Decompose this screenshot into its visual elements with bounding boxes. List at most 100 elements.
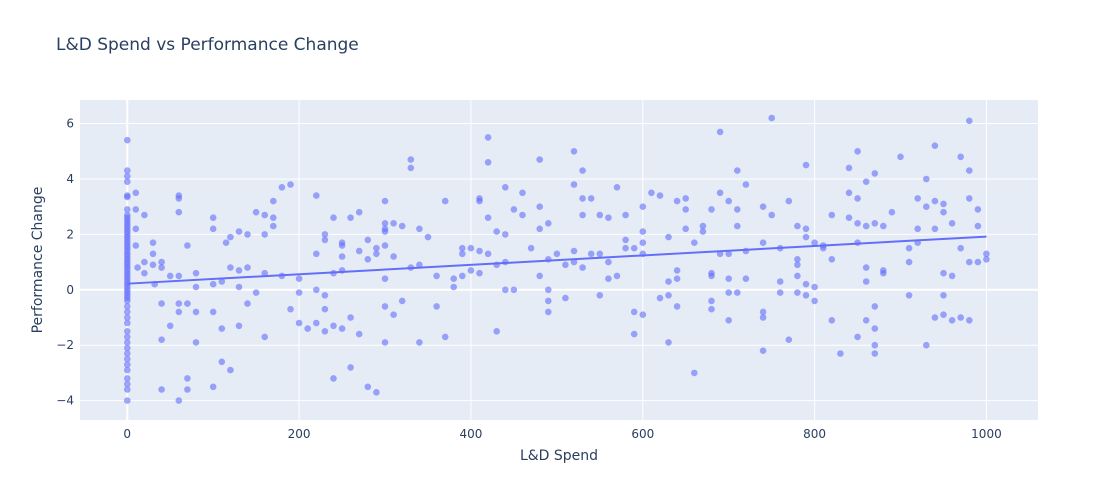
data-point <box>313 192 320 199</box>
data-point <box>673 197 681 205</box>
data-point <box>768 114 775 122</box>
data-point <box>854 333 861 341</box>
data-point <box>261 269 269 277</box>
data-point <box>270 197 277 205</box>
data-point <box>966 195 973 202</box>
data-point <box>897 153 904 161</box>
data-point <box>828 211 836 219</box>
data-point <box>295 275 303 283</box>
data-point <box>871 350 879 357</box>
data-point <box>338 253 346 260</box>
data-point <box>459 272 466 280</box>
data-point <box>974 206 982 213</box>
data-point <box>355 247 363 255</box>
data-point <box>966 258 973 266</box>
data-point <box>476 247 483 255</box>
data-point <box>166 272 174 280</box>
data-point <box>441 197 449 205</box>
y-tick-label: 6 <box>66 117 74 131</box>
chart-title: L&D Spend vs Performance Change <box>56 35 359 55</box>
data-point <box>553 250 561 258</box>
data-point <box>957 314 964 321</box>
data-point <box>605 214 612 221</box>
data-point <box>862 317 870 324</box>
data-point <box>974 222 982 230</box>
data-point <box>562 294 569 302</box>
data-point <box>321 328 329 335</box>
data-point <box>656 294 664 302</box>
data-point <box>708 272 715 280</box>
data-point <box>209 383 217 391</box>
data-point <box>510 206 518 213</box>
data-point <box>734 206 741 213</box>
data-point <box>974 258 982 266</box>
data-point <box>175 272 183 280</box>
data-point <box>871 170 879 177</box>
data-point <box>776 278 784 285</box>
data-point <box>682 206 689 213</box>
data-point <box>364 255 372 263</box>
data-point <box>811 239 818 246</box>
data-point <box>854 148 861 155</box>
data-point <box>132 225 140 233</box>
data-point <box>983 255 990 263</box>
data-point <box>725 275 732 283</box>
data-point <box>502 258 509 266</box>
data-point <box>931 225 939 233</box>
data-point <box>562 261 569 269</box>
y-tick-labels: −4 −2 0 2 4 6 <box>56 117 74 408</box>
data-point <box>811 283 818 291</box>
x-tick-label: 0 <box>123 427 131 441</box>
data-point <box>570 148 578 155</box>
data-point <box>313 319 320 327</box>
data-point <box>278 272 286 280</box>
data-point <box>175 208 183 216</box>
data-point <box>295 289 303 296</box>
x-tick-label: 400 <box>459 427 482 441</box>
data-point <box>862 278 870 285</box>
data-point <box>837 350 844 357</box>
data-point <box>484 250 492 258</box>
data-point <box>759 308 767 316</box>
data-point <box>270 222 277 230</box>
data-point <box>596 292 604 299</box>
data-point <box>545 220 552 227</box>
data-point <box>545 255 552 263</box>
data-point <box>699 222 707 230</box>
data-point <box>914 225 921 233</box>
x-tick-label: 800 <box>803 427 826 441</box>
data-point <box>708 305 715 313</box>
data-point <box>888 208 896 216</box>
x-tick-labels: 0 200 400 600 800 1000 <box>123 427 1001 441</box>
data-point <box>373 389 380 396</box>
data-point <box>940 311 947 319</box>
data-point <box>742 275 750 283</box>
data-point <box>596 211 604 219</box>
data-point <box>235 267 243 274</box>
data-point <box>716 250 724 258</box>
data-point <box>502 286 509 294</box>
data-point <box>381 220 389 227</box>
data-point <box>321 231 329 238</box>
data-point <box>124 361 131 368</box>
data-point <box>923 175 930 183</box>
data-point <box>493 228 501 235</box>
y-tick-label: 4 <box>66 172 74 186</box>
data-point <box>124 303 131 310</box>
data-point <box>794 255 801 263</box>
data-point <box>313 286 320 294</box>
data-point <box>931 314 939 321</box>
data-point <box>579 211 586 219</box>
data-point <box>278 184 286 191</box>
y-axis-title: Performance Change <box>30 187 46 334</box>
data-point <box>149 250 157 258</box>
data-point <box>931 142 939 149</box>
data-point <box>433 272 440 280</box>
data-point <box>845 189 853 197</box>
data-point <box>295 319 303 327</box>
data-point <box>252 208 260 216</box>
data-point <box>373 244 380 252</box>
data-point <box>811 297 818 305</box>
data-point <box>355 208 363 216</box>
data-point <box>682 225 689 233</box>
